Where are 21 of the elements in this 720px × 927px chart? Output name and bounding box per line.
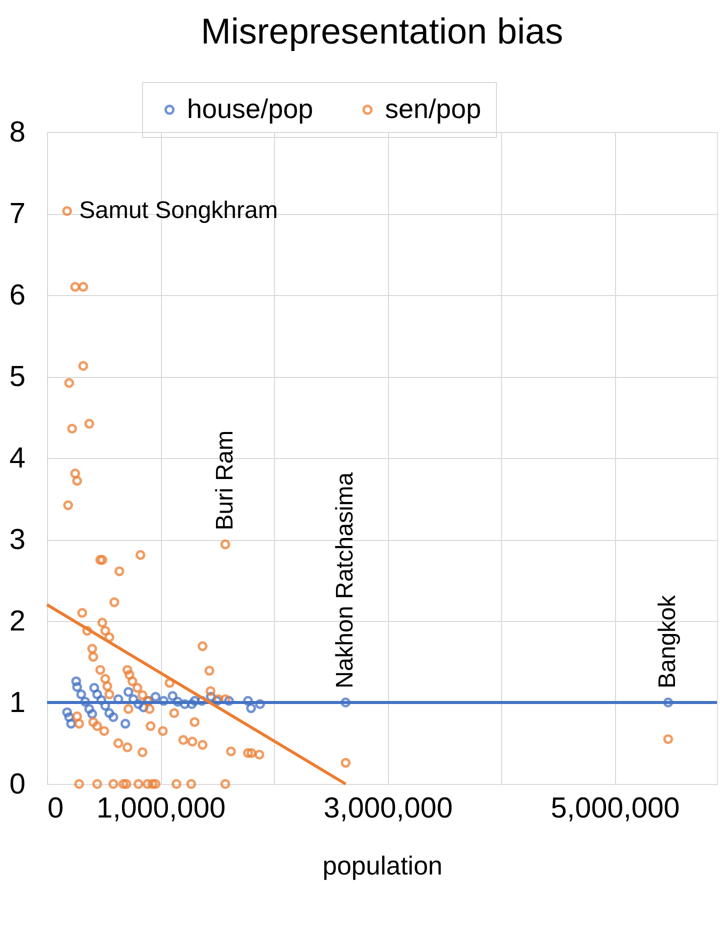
annotation: Samut Songkhram xyxy=(79,197,278,224)
y-tick-label: 2 xyxy=(9,606,26,638)
legend-label: sen/pop xyxy=(385,94,482,124)
annotation: Buri Ram xyxy=(211,430,238,530)
y-tick-label: 7 xyxy=(9,198,26,230)
x-tick-label: 1,000,000 xyxy=(96,792,226,824)
y-tick-label: 1 xyxy=(9,687,26,719)
x-tick-label: 0 xyxy=(48,792,64,824)
x-tick-label: 5,000,000 xyxy=(550,792,680,824)
y-tick-label: 6 xyxy=(9,280,26,312)
x-tick-label: 3,000,000 xyxy=(324,792,453,824)
y-tick-label: 3 xyxy=(9,524,26,556)
chart-title: Misrepresentation bias xyxy=(200,10,564,52)
y-tick-label: 5 xyxy=(9,361,26,393)
x-axis-title: population xyxy=(322,850,442,880)
annotation: Bangkok xyxy=(654,594,682,688)
annotation: Nakhon Ratchasima xyxy=(332,472,359,688)
y-tick-label: 8 xyxy=(9,116,26,148)
legend-label: house/pop xyxy=(187,94,314,124)
y-tick-label: 0 xyxy=(9,768,26,800)
y-tick-label: 4 xyxy=(9,442,26,474)
